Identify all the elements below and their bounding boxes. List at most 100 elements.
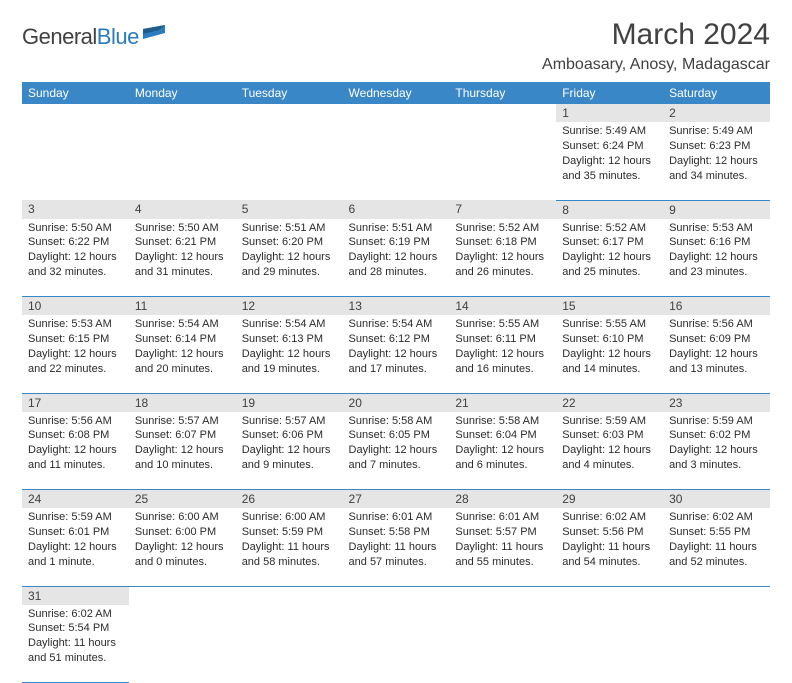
day-cell-content: Sunrise: 5:49 AMSunset: 6:23 PMDaylight:… xyxy=(663,122,770,187)
day-cell-content: Sunrise: 5:54 AMSunset: 6:13 PMDaylight:… xyxy=(236,315,343,380)
day-cell-content: Sunrise: 5:52 AMSunset: 6:17 PMDaylight:… xyxy=(556,219,663,284)
day-cell-content: Sunrise: 6:02 AMSunset: 5:55 PMDaylight:… xyxy=(663,508,770,573)
day-cell xyxy=(343,605,450,683)
day-cell-content: Sunrise: 5:56 AMSunset: 6:08 PMDaylight:… xyxy=(22,412,129,477)
sunrise-text: Sunrise: 5:56 AM xyxy=(669,317,764,332)
daynum-row: 10111213141516 xyxy=(22,297,770,316)
day-header-row: SundayMondayTuesdayWednesdayThursdayFrid… xyxy=(22,82,770,104)
sunrise-text: Sunrise: 5:53 AM xyxy=(28,317,123,332)
sunset-text: Sunset: 6:23 PM xyxy=(669,139,764,154)
daynum-row: 12 xyxy=(22,104,770,122)
daylight-text: Daylight: 12 hours and 20 minutes. xyxy=(135,347,230,377)
day-number-cell xyxy=(22,104,129,122)
sunrise-text: Sunrise: 5:52 AM xyxy=(562,221,657,236)
day-cell xyxy=(236,605,343,683)
header: GeneralBlue March 2024 Amboasary, Anosy,… xyxy=(22,18,770,74)
day-cell: Sunrise: 5:53 AMSunset: 6:16 PMDaylight:… xyxy=(663,219,770,297)
sunrise-text: Sunrise: 5:50 AM xyxy=(28,221,123,236)
day-cell: Sunrise: 5:52 AMSunset: 6:18 PMDaylight:… xyxy=(449,219,556,297)
sunrise-text: Sunrise: 5:49 AM xyxy=(562,124,657,139)
sunrise-text: Sunrise: 6:00 AM xyxy=(242,510,337,525)
title-block: March 2024 Amboasary, Anosy, Madagascar xyxy=(542,18,770,74)
sunrise-text: Sunrise: 5:49 AM xyxy=(669,124,764,139)
day-cell-content: Sunrise: 5:53 AMSunset: 6:16 PMDaylight:… xyxy=(663,219,770,284)
day-number-cell: 1 xyxy=(556,104,663,122)
day-cell: Sunrise: 5:57 AMSunset: 6:06 PMDaylight:… xyxy=(236,412,343,490)
daylight-text: Daylight: 12 hours and 23 minutes. xyxy=(669,250,764,280)
day-cell-content: Sunrise: 5:52 AMSunset: 6:18 PMDaylight:… xyxy=(449,219,556,284)
day-number-cell: 4 xyxy=(129,200,236,219)
day-header: Monday xyxy=(129,82,236,104)
day-number-cell: 26 xyxy=(236,490,343,509)
day-number-cell xyxy=(236,104,343,122)
day-number-cell xyxy=(449,586,556,605)
day-cell xyxy=(129,605,236,683)
day-header: Thursday xyxy=(449,82,556,104)
sunrise-text: Sunrise: 5:54 AM xyxy=(135,317,230,332)
day-cell-content: Sunrise: 5:57 AMSunset: 6:06 PMDaylight:… xyxy=(236,412,343,477)
sunset-text: Sunset: 6:22 PM xyxy=(28,235,123,250)
day-cell: Sunrise: 5:56 AMSunset: 6:08 PMDaylight:… xyxy=(22,412,129,490)
content-row: Sunrise: 5:53 AMSunset: 6:15 PM Daylight:… xyxy=(22,315,770,393)
day-cell: Sunrise: 6:02 AMSunset: 5:55 PMDaylight:… xyxy=(663,508,770,586)
day-number-cell xyxy=(129,104,236,122)
sunset-text: Sunset: 6:21 PM xyxy=(135,235,230,250)
day-cell-content: Sunrise: 6:02 AMSunset: 5:56 PMDaylight:… xyxy=(556,508,663,573)
daylight-text: Daylight: 11 hours and 57 minutes. xyxy=(349,540,444,570)
daylight-text: Daylight: 11 hours and 55 minutes. xyxy=(455,540,550,570)
day-cell: Sunrise: 6:00 AMSunset: 6:00 PMDaylight:… xyxy=(129,508,236,586)
sunset-text: Sunset: 5:55 PM xyxy=(669,525,764,540)
daylight-text: Daylight: 12 hours and 29 minutes. xyxy=(242,250,337,280)
day-cell: Sunrise: 5:49 AMSunset: 6:24 PMDaylight:… xyxy=(556,122,663,200)
daynum-row: 31 xyxy=(22,586,770,605)
sunset-text: Sunset: 5:54 PM xyxy=(28,621,123,636)
daynum-row: 17181920212223 xyxy=(22,393,770,412)
sunset-text: Sunset: 6:02 PM xyxy=(669,428,764,443)
sunrise-text: Sunrise: 5:51 AM xyxy=(349,221,444,236)
sunrise-text: Sunrise: 5:58 AM xyxy=(455,414,550,429)
daylight-text: Daylight: 11 hours and 52 minutes. xyxy=(669,540,764,570)
day-number-cell: 11 xyxy=(129,297,236,316)
day-number-cell: 23 xyxy=(663,393,770,412)
day-header: Tuesday xyxy=(236,82,343,104)
day-cell: Sunrise: 5:52 AMSunset: 6:17 PMDaylight:… xyxy=(556,219,663,297)
day-cell: Sunrise: 5:59 AMSunset: 6:02 PMDaylight:… xyxy=(663,412,770,490)
day-cell: Sunrise: 5:59 AMSunset: 6:01 PMDaylight:… xyxy=(22,508,129,586)
day-header: Saturday xyxy=(663,82,770,104)
day-cell: Sunrise: 5:51 AMSunset: 6:20 PMDaylight:… xyxy=(236,219,343,297)
day-cell: Sunrise: 5:51 AMSunset: 6:19 PMDaylight:… xyxy=(343,219,450,297)
logo-text-a: General xyxy=(22,24,97,49)
logo-text: GeneralBlue xyxy=(22,24,139,50)
day-cell xyxy=(663,605,770,683)
day-cell: Sunrise: 6:01 AMSunset: 5:57 PMDaylight:… xyxy=(449,508,556,586)
sunrise-text: Sunrise: 6:01 AM xyxy=(455,510,550,525)
sunrise-text: Sunrise: 6:00 AM xyxy=(135,510,230,525)
day-number-cell: 3 xyxy=(22,200,129,219)
sunset-text: Sunset: 6:08 PM xyxy=(28,428,123,443)
sunrise-text: Sunrise: 5:50 AM xyxy=(135,221,230,236)
day-number-cell: 12 xyxy=(236,297,343,316)
daynum-row: 3456789 xyxy=(22,200,770,219)
day-number-cell: 7 xyxy=(449,200,556,219)
day-cell: Sunrise: 6:02 AMSunset: 5:56 PMDaylight:… xyxy=(556,508,663,586)
sunrise-text: Sunrise: 5:59 AM xyxy=(562,414,657,429)
daylight-text: Daylight: 12 hours and 6 minutes. xyxy=(455,443,550,473)
sunrise-text: Sunrise: 5:56 AM xyxy=(28,414,123,429)
content-row: Sunrise: 5:50 AMSunset: 6:22 PMDaylight:… xyxy=(22,219,770,297)
daylight-text: Daylight: 12 hours and 34 minutes. xyxy=(669,154,764,184)
sunrise-text: Sunrise: 5:58 AM xyxy=(349,414,444,429)
daylight-text: Daylight: 12 hours and 32 minutes. xyxy=(28,250,123,280)
sunset-text: Sunset: 6:01 PM xyxy=(28,525,123,540)
day-cell-content: Sunrise: 5:54 AMSunset: 6:14 PMDaylight:… xyxy=(129,315,236,380)
sunset-text: Sunset: 5:57 PM xyxy=(455,525,550,540)
day-cell-content: Sunrise: 5:49 AMSunset: 6:24 PMDaylight:… xyxy=(556,122,663,187)
day-cell-content: Sunrise: 5:51 AMSunset: 6:19 PMDaylight:… xyxy=(343,219,450,284)
day-number-cell: 30 xyxy=(663,490,770,509)
content-row: Sunrise: 5:49 AMSunset: 6:24 PMDaylight:… xyxy=(22,122,770,200)
sunset-text: Sunset: 6:18 PM xyxy=(455,235,550,250)
sunset-text: Sunset: 6:15 PM xyxy=(28,332,123,347)
sunset-text: Sunset: 6:05 PM xyxy=(349,428,444,443)
daylight-text: Daylight: 12 hours and 31 minutes. xyxy=(135,250,230,280)
day-cell-content: Sunrise: 5:51 AMSunset: 6:20 PMDaylight:… xyxy=(236,219,343,284)
day-number-cell: 15 xyxy=(556,297,663,316)
